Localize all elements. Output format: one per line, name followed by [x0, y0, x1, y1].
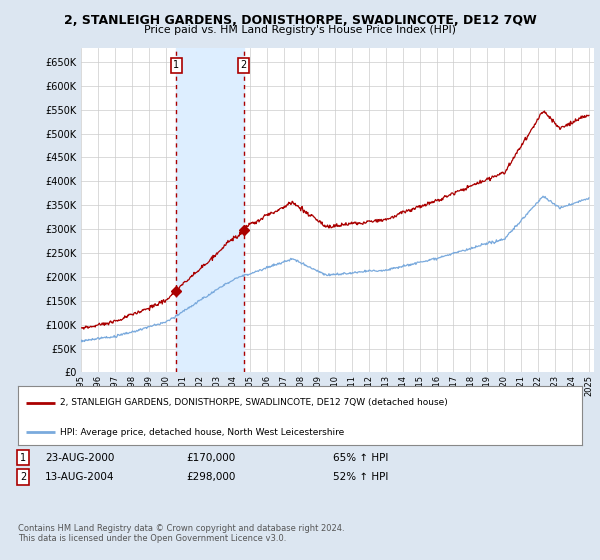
Text: 2, STANLEIGH GARDENS, DONISTHORPE, SWADLINCOTE, DE12 7QW: 2, STANLEIGH GARDENS, DONISTHORPE, SWADL… — [64, 14, 536, 27]
Text: HPI: Average price, detached house, North West Leicestershire: HPI: Average price, detached house, Nort… — [60, 428, 344, 437]
Text: 1: 1 — [173, 60, 179, 71]
Text: 52% ↑ HPI: 52% ↑ HPI — [333, 472, 388, 482]
Text: 2, STANLEIGH GARDENS, DONISTHORPE, SWADLINCOTE, DE12 7QW (detached house): 2, STANLEIGH GARDENS, DONISTHORPE, SWADL… — [60, 398, 448, 407]
Text: £298,000: £298,000 — [186, 472, 235, 482]
Text: 2: 2 — [20, 472, 26, 482]
Text: 2: 2 — [241, 60, 247, 71]
Text: £170,000: £170,000 — [186, 452, 235, 463]
Text: 23-AUG-2000: 23-AUG-2000 — [45, 452, 115, 463]
Text: 65% ↑ HPI: 65% ↑ HPI — [333, 452, 388, 463]
Text: 13-AUG-2004: 13-AUG-2004 — [45, 472, 115, 482]
Text: Contains HM Land Registry data © Crown copyright and database right 2024.
This d: Contains HM Land Registry data © Crown c… — [18, 524, 344, 543]
Text: Price paid vs. HM Land Registry's House Price Index (HPI): Price paid vs. HM Land Registry's House … — [144, 25, 456, 35]
Bar — [176, 48, 244, 372]
Text: 1: 1 — [20, 452, 26, 463]
